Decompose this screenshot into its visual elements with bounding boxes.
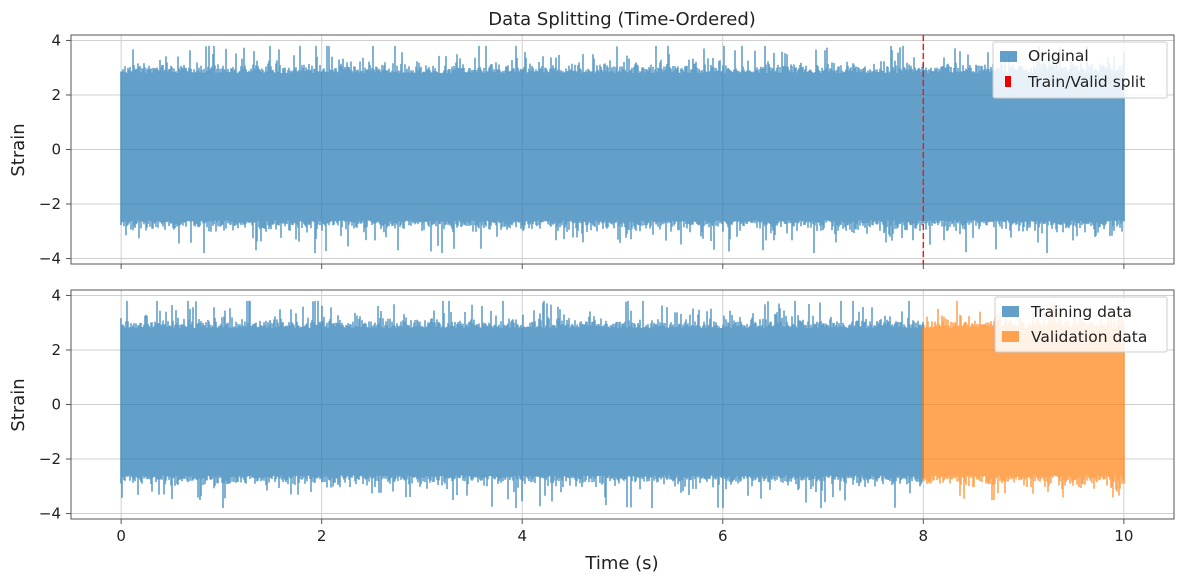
series-validation-data — [922, 300, 1125, 501]
bottom-ticks: 0 2 4 6 8 10 4 2 0 −2 −4 — [39, 286, 1134, 545]
series-original — [120, 45, 1125, 254]
top-ylabel: Strain — [8, 123, 29, 176]
top-panel: 4 2 0 −2 −4 Strain Original Train/Valid spli… — [8, 31, 1175, 269]
ytick-label: −2 — [39, 450, 61, 468]
ytick-label: −4 — [39, 250, 61, 268]
bottom-legend-box — [994, 296, 1168, 353]
bottom-panel: 0 2 4 6 8 10 4 2 0 −2 −4 Strain Time (s) Training … — [8, 286, 1175, 574]
ytick-label: 4 — [51, 31, 61, 49]
ytick-label: 4 — [51, 286, 61, 304]
legend-swatch-split — [1005, 76, 1011, 87]
ytick-label: −4 — [39, 505, 61, 523]
bottom-legend: Training data Validation data — [994, 296, 1168, 353]
bottom-series — [120, 300, 1125, 509]
ytick-label: 0 — [51, 396, 61, 414]
legend-label-validation: Validation data — [1031, 328, 1147, 346]
top-legend-box — [992, 41, 1168, 99]
ytick-label: 2 — [51, 341, 61, 359]
xtick-label: 6 — [718, 527, 728, 545]
chart-title: Data Splitting (Time-Ordered) — [488, 9, 756, 30]
bottom-ylabel: Strain — [8, 378, 29, 431]
xtick-label: 2 — [317, 527, 327, 545]
ytick-label: −2 — [39, 195, 61, 213]
legend-swatch-training — [1002, 306, 1019, 317]
ytick-label: 0 — [51, 141, 61, 159]
ytick-label: 2 — [51, 86, 61, 104]
top-series — [120, 45, 1125, 254]
xtick-label: 0 — [116, 527, 126, 545]
top-ticks: 4 2 0 −2 −4 — [39, 31, 1125, 269]
legend-label-training: Training data — [1030, 303, 1132, 321]
legend-swatch-original — [1000, 51, 1017, 62]
xtick-label: 10 — [1114, 527, 1133, 545]
legend-label-split: Train/Valid split — [1027, 73, 1145, 91]
xtick-label: 4 — [517, 527, 527, 545]
xtick-label: 8 — [919, 527, 929, 545]
top-legend: Original Train/Valid split — [992, 41, 1168, 99]
bottom-xlabel: Time (s) — [584, 553, 658, 574]
legend-label-original: Original — [1028, 47, 1089, 65]
legend-swatch-validation — [1002, 331, 1019, 342]
series-training-data — [120, 300, 924, 509]
